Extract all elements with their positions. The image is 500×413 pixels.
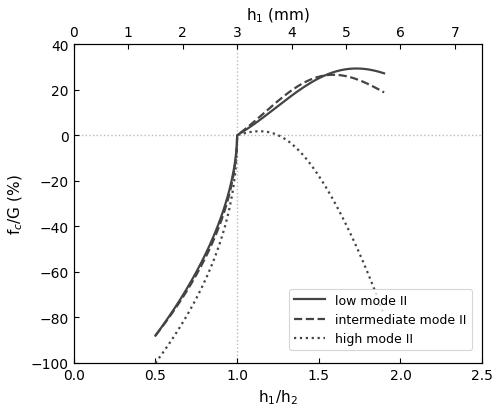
intermediate mode II [381, 91, 387, 96]
intermediate mode II [253, 118, 259, 123]
low mode II [354, 67, 360, 72]
intermediate mode II [335, 74, 341, 78]
intermediate mode II [331, 73, 337, 78]
high mode II [245, 131, 251, 135]
intermediate mode II [152, 333, 158, 338]
low mode II [331, 71, 337, 76]
intermediate mode II [176, 301, 182, 306]
high mode II [331, 199, 337, 204]
intermediate mode II [330, 73, 336, 78]
high mode II [381, 313, 387, 318]
low mode II [245, 127, 251, 132]
high mode II [335, 207, 341, 212]
Line: high mode II: high mode II [156, 132, 384, 363]
low mode II [176, 299, 182, 304]
Line: low mode II: low mode II [156, 69, 384, 336]
intermediate mode II [310, 77, 316, 82]
X-axis label: h$_1$/h$_2$: h$_1$/h$_2$ [258, 387, 298, 406]
high mode II [310, 165, 316, 170]
Line: intermediate mode II: intermediate mode II [156, 76, 384, 336]
high mode II [152, 361, 158, 366]
high mode II [256, 129, 262, 134]
Legend: low mode II, intermediate mode II, high mode II: low mode II, intermediate mode II, high … [289, 289, 472, 351]
high mode II [253, 130, 259, 135]
low mode II [310, 80, 316, 85]
X-axis label: h$_1$ (mm): h$_1$ (mm) [246, 7, 310, 25]
low mode II [381, 72, 387, 77]
low mode II [152, 333, 158, 338]
low mode II [335, 69, 341, 74]
Y-axis label: f$_c$/G (%): f$_c$/G (%) [7, 174, 26, 234]
high mode II [176, 327, 182, 332]
intermediate mode II [245, 125, 251, 130]
low mode II [253, 121, 259, 126]
